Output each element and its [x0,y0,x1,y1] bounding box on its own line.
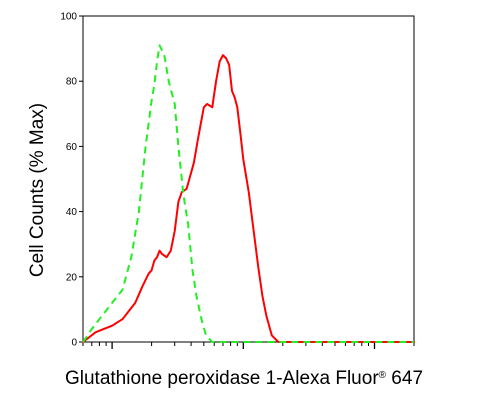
plot-border [82,15,415,343]
y-tick-label: 60 [66,142,78,153]
y-axis-ticks: 0 20 40 60 80 100 [60,12,83,349]
series-line-solid [82,54,415,343]
y-axis-title: Cell Counts (% Max) [27,103,48,277]
x-axis-title-tail: 647 [386,368,423,389]
plot-frame [82,15,415,343]
x-axis-title-registered-mark: ® [379,370,387,381]
x-axis-title: Glutathione peroxidase 1-Alexa Fluor® 64… [65,368,423,389]
y-tick-label: 0 [71,338,77,349]
y-tick-label: 20 [66,272,78,283]
x-axis-ticks [82,342,415,349]
x-axis-title-main: Glutathione peroxidase 1-Alexa Fluor [65,368,379,389]
y-tick-label: 80 [66,77,78,88]
series-line-dashed [82,44,414,343]
series-layer [82,44,415,343]
y-tick-label: 100 [60,12,77,23]
y-tick-label: 40 [66,207,78,218]
